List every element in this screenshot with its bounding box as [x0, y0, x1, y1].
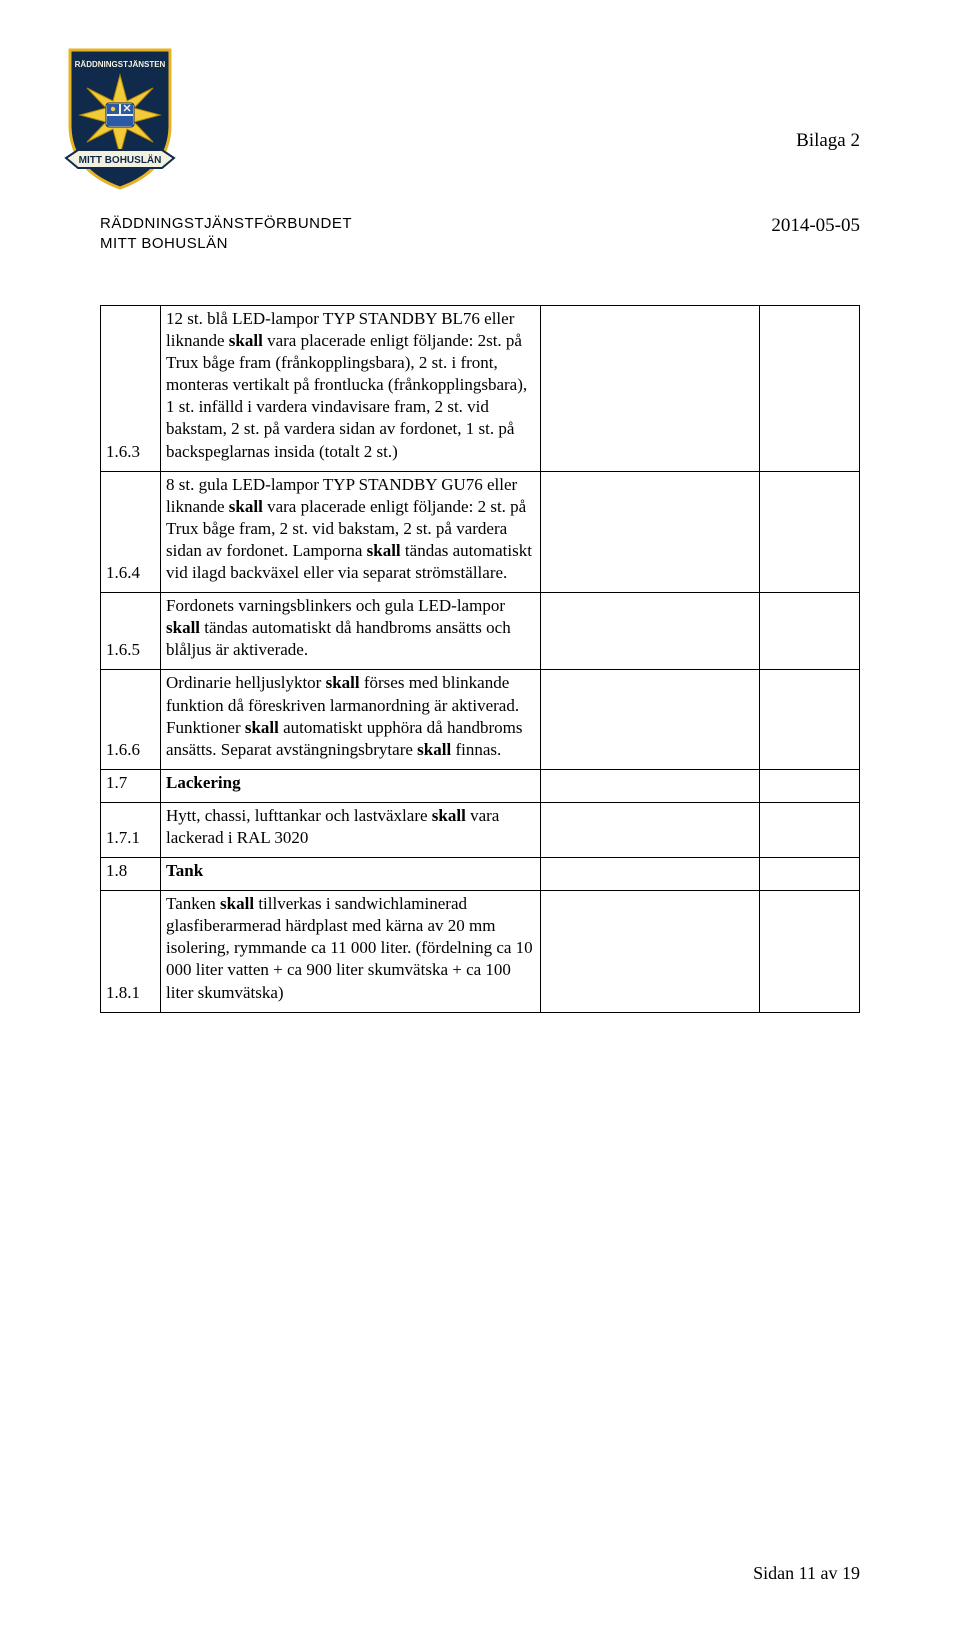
row-col3 [541, 891, 760, 1012]
spec-table-body: 1.6.312 st. blå LED-lampor TYP STANDBY B… [101, 306, 860, 1013]
spec-table: 1.6.312 st. blå LED-lampor TYP STANDBY B… [100, 305, 860, 1013]
page-footer: Sidan 11 av 19 [753, 1563, 860, 1584]
svg-text:MITT BOHUSLÄN: MITT BOHUSLÄN [79, 153, 162, 166]
row-col4 [760, 670, 860, 769]
row-text: Lackering [161, 769, 541, 802]
row-number: 1.8 [101, 858, 161, 891]
row-col4 [760, 471, 860, 592]
page: RÄDDNINGSTJÄNSTEN MITT BOHUSLÄN Bilaga 2… [0, 0, 960, 1636]
row-col4 [760, 858, 860, 891]
org-name-line1: RÄDDNINGSTJÄNSTFÖRBUNDET [100, 215, 352, 232]
row-col4 [760, 802, 860, 857]
svg-text:RÄDDNINGSTJÄNSTEN: RÄDDNINGSTJÄNSTEN [75, 60, 166, 69]
table-row: 1.6.6Ordinarie helljuslyktor skall förse… [101, 670, 860, 769]
table-row: 1.6.48 st. gula LED-lampor TYP STANDBY G… [101, 471, 860, 592]
table-row: 1.6.5Fordonets varningsblinkers och gula… [101, 593, 860, 670]
row-col3 [541, 802, 760, 857]
row-text: Hytt, chassi, lufttankar och lastväxlare… [161, 802, 541, 857]
row-col4 [760, 769, 860, 802]
row-number: 1.6.3 [101, 306, 161, 472]
row-number: 1.8.1 [101, 891, 161, 1012]
row-col4 [760, 593, 860, 670]
row-number: 1.7.1 [101, 802, 161, 857]
row-number: 1.6.5 [101, 593, 161, 670]
table-row: 1.6.312 st. blå LED-lampor TYP STANDBY B… [101, 306, 860, 472]
spec-table-wrapper: 1.6.312 st. blå LED-lampor TYP STANDBY B… [100, 305, 860, 1013]
table-row: 1.8Tank [101, 858, 860, 891]
row-text: Ordinarie helljuslyktor skall förses med… [161, 670, 541, 769]
row-number: 1.6.4 [101, 471, 161, 592]
org-emblem: RÄDDNINGSTJÄNSTEN MITT BOHUSLÄN [60, 40, 180, 190]
row-col3 [541, 858, 760, 891]
row-text: Fordonets varningsblinkers och gula LED-… [161, 593, 541, 670]
table-row: 1.7Lackering [101, 769, 860, 802]
document-date: 2014-05-05 [771, 215, 860, 237]
row-text: Tanken skall tillverkas i sandwichlamine… [161, 891, 541, 1012]
row-col3 [541, 670, 760, 769]
row-col3 [541, 593, 760, 670]
row-col4 [760, 306, 860, 472]
row-number: 1.6.6 [101, 670, 161, 769]
table-row: 1.8.1Tanken skall tillverkas i sandwichl… [101, 891, 860, 1012]
row-text: Tank [161, 858, 541, 891]
org-name-line2: MITT BOHUSLÄN [100, 235, 228, 252]
row-number: 1.7 [101, 769, 161, 802]
row-col3 [541, 769, 760, 802]
row-col3 [541, 306, 760, 472]
table-row: 1.7.1Hytt, chassi, lufttankar och lastvä… [101, 802, 860, 857]
row-text: 8 st. gula LED-lampor TYP STANDBY GU76 e… [161, 471, 541, 592]
attachment-label: Bilaga 2 [796, 130, 860, 152]
row-col3 [541, 471, 760, 592]
row-text: 12 st. blå LED-lampor TYP STANDBY BL76 e… [161, 306, 541, 472]
row-col4 [760, 891, 860, 1012]
